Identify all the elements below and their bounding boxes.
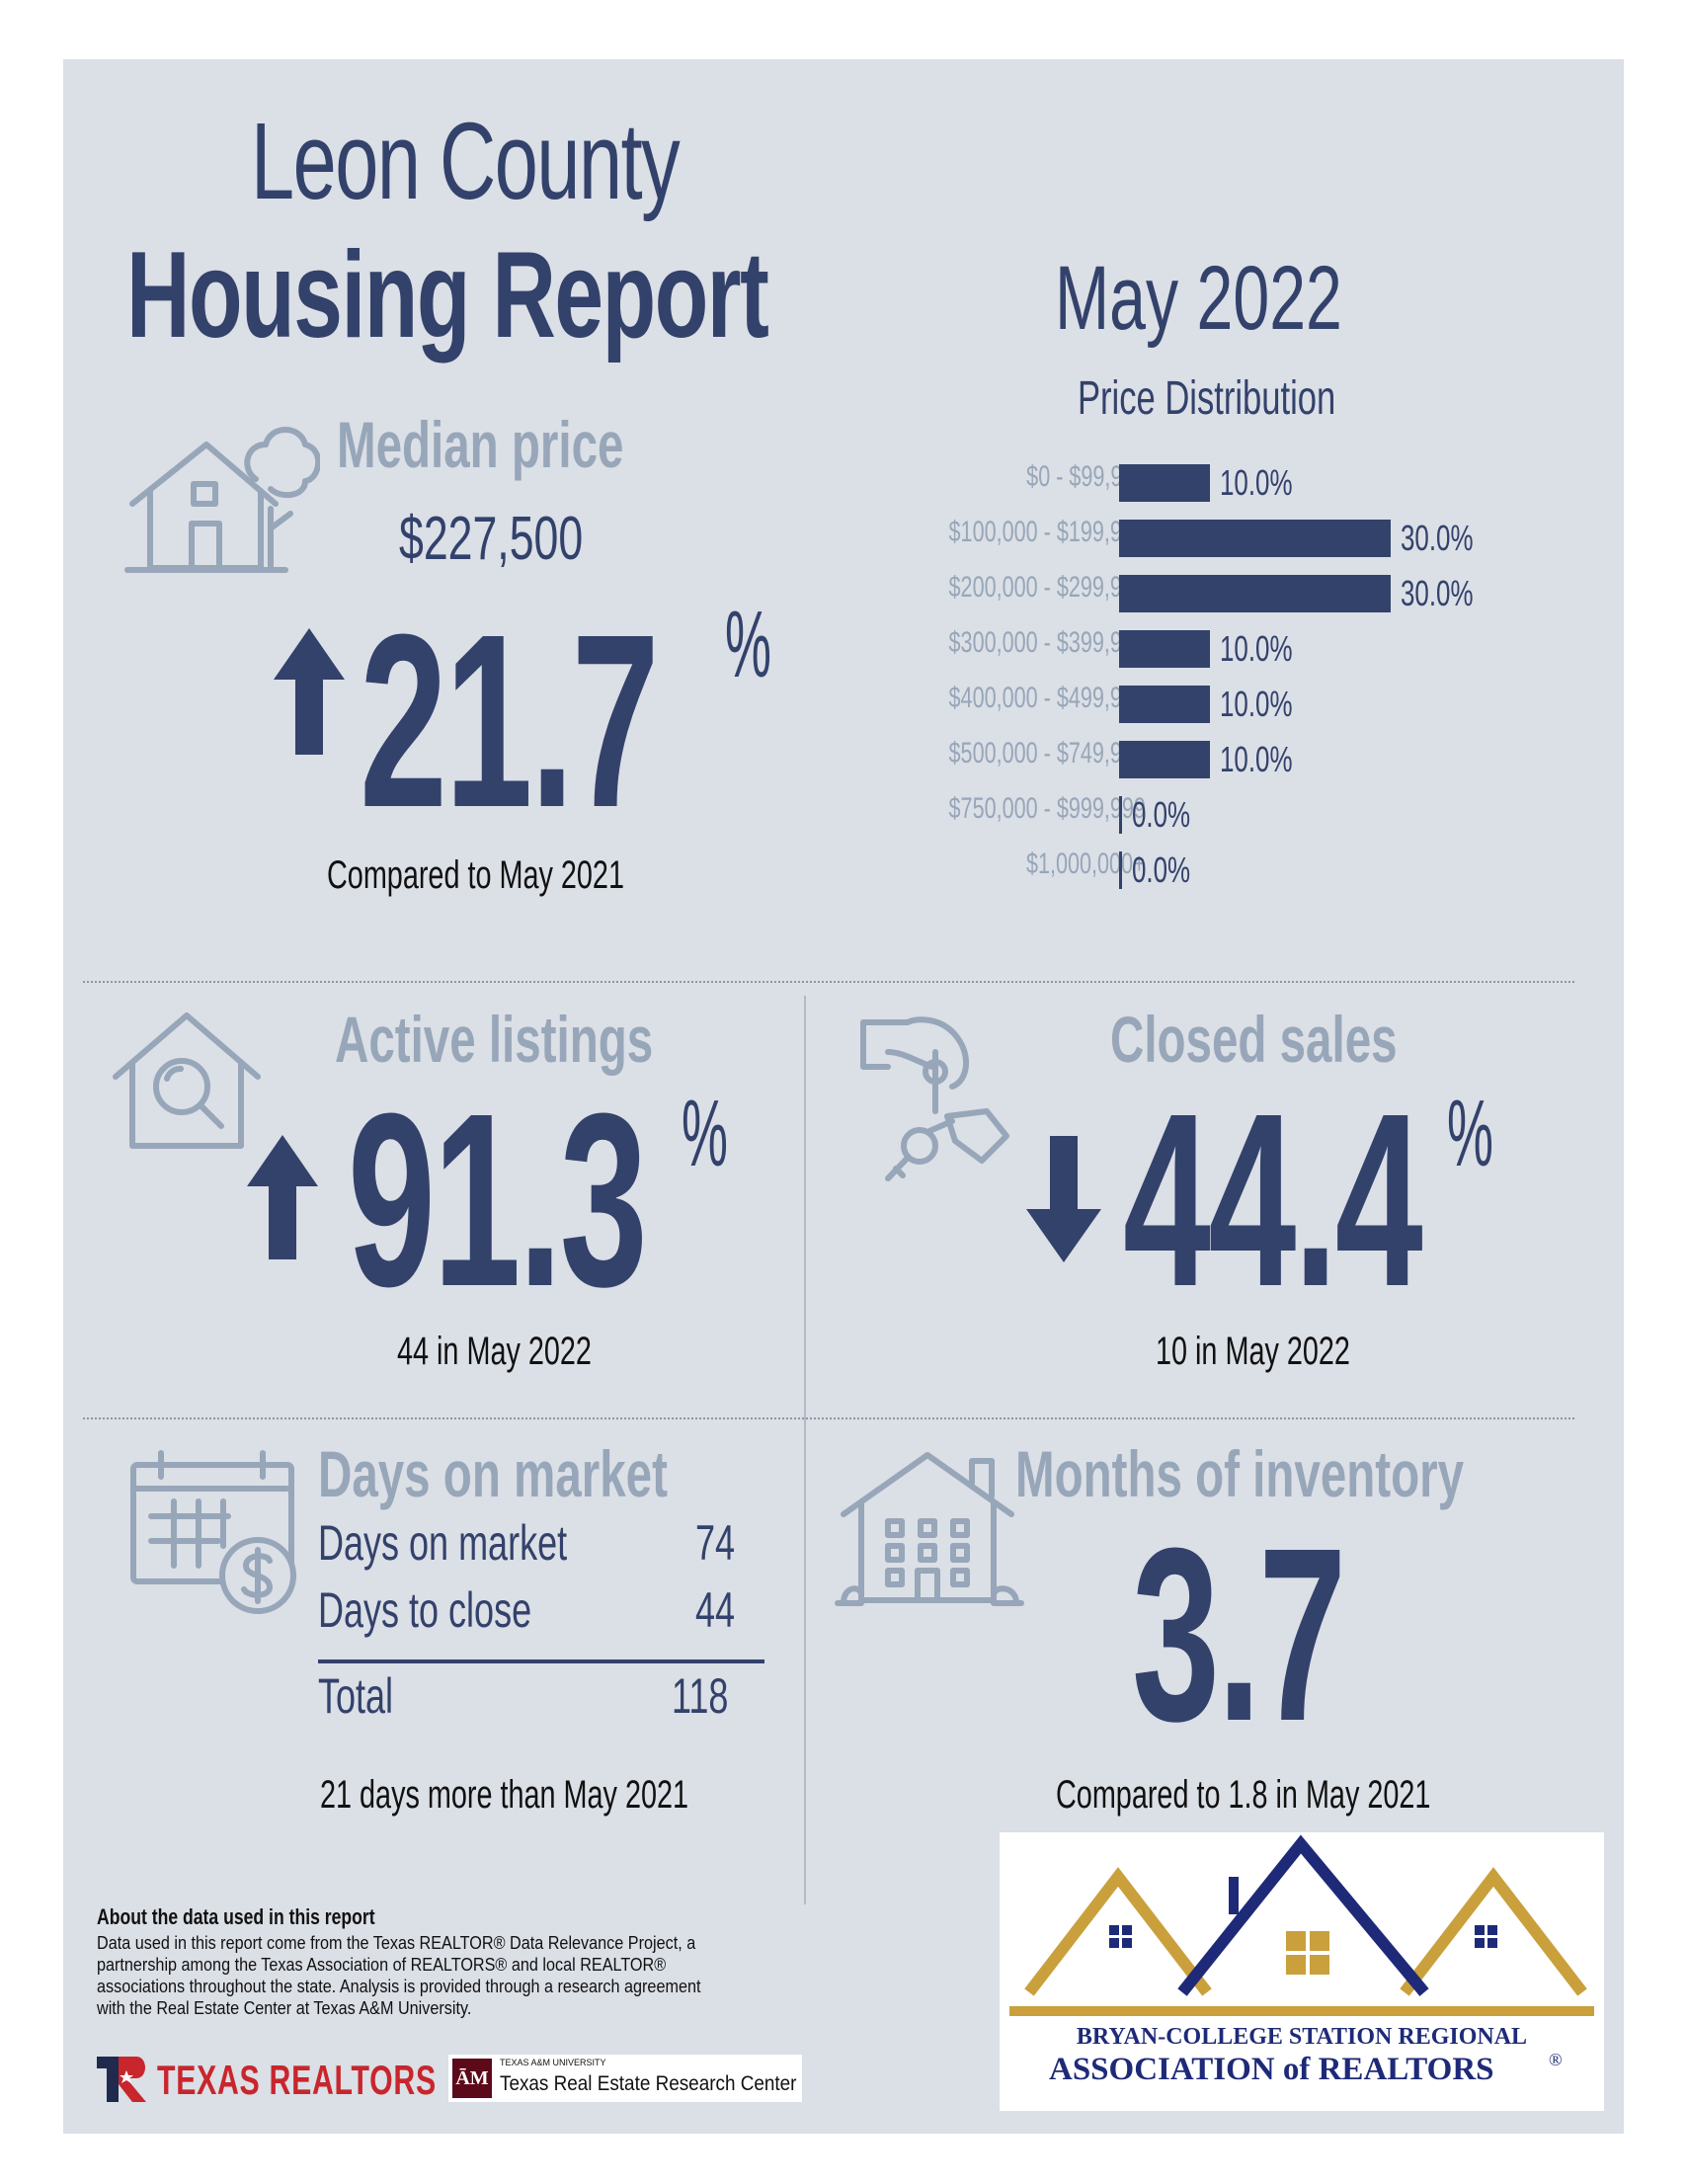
about-text: Data used in this report come from the T… [97,1933,701,2018]
price-bucket-value: 0.0% [1132,849,1191,890]
texas-realtors-logo-icon [97,2057,148,2102]
house-tree-icon [122,420,320,578]
dom-row-label: Days to close [318,1582,532,1638]
dom-row-label: Days on market [318,1515,568,1571]
houses-roof-icon [1009,1834,1594,2016]
price-bucket-value: 10.0% [1220,462,1293,503]
price-bucket-value: 30.0% [1401,573,1474,613]
tamu-university-label: TEXAS A&M UNIVERSITY [500,2058,606,2067]
dom-row-value: 44 [695,1582,736,1638]
association-line2: ASSOCIATION of REALTORS [1049,2052,1494,2087]
price-bucket-label: $200,000 - $299,999 [948,571,1146,604]
price-bucket-bar [1119,741,1210,778]
price-bucket-bar [1119,796,1122,834]
price-bucket-value: 30.0% [1401,518,1474,558]
tamu-mark-icon: ĀM [452,2059,492,2098]
registered-mark: ® [1549,2050,1563,2069]
dom-total-label: Total [318,1668,394,1724]
dom-row-value: 74 [695,1515,736,1571]
median-price-value: $227,500 [399,505,584,573]
price-bucket-bar [1119,520,1391,557]
price-bucket-bar [1119,686,1210,723]
report-month: May 2022 [1055,248,1342,349]
divider-2 [83,1417,1574,1419]
tamu-logo: ĀM TEXAS A&M UNIVERSITY Texas Real Estat… [448,2055,802,2102]
hand-keys-icon [858,1012,1036,1190]
report-panel: Leon County Housing Report May 2022 Medi… [63,59,1624,2134]
dom-total-rule [318,1659,764,1663]
about-title: About the data used in this report [97,1904,375,1929]
dom-total-value: 118 [672,1668,729,1724]
price-bucket-value: 10.0% [1220,739,1293,779]
calendar-dollar-icon [129,1447,307,1625]
closed-sales-caption: 10 in May 2022 [1156,1330,1350,1373]
price-distribution-heading: Price Distribution [1078,372,1336,425]
closed-sales-change: 44.4 [1123,1062,1423,1337]
median-price-caption: Compared to May 2021 [327,853,624,897]
up-arrow-icon [247,1135,318,1259]
closed-sales-pct-unit: % [1447,1081,1493,1186]
closed-sales-heading: Closed sales [1110,1003,1398,1076]
divider-1 [83,981,1574,983]
down-arrow-icon [1026,1136,1101,1262]
tamu-center-name: Texas Real Estate Research Center [500,2072,797,2095]
title-report: Housing Report [126,227,769,364]
association-line1: BRYAN-COLLEGE STATION REGIONAL [1076,2024,1528,2050]
texas-realtors-wordmark: TEXAS REALTORS [157,2057,437,2103]
price-bucket-label: $500,000 - $749,999 [948,737,1146,769]
price-bucket-bar [1119,630,1210,668]
price-bucket-label: $300,000 - $399,999 [948,626,1146,659]
price-bucket-value: 10.0% [1220,684,1293,724]
months-inventory-caption: Compared to 1.8 in May 2021 [1056,1773,1431,1817]
column-divider [804,996,806,1904]
price-bucket-label: $400,000 - $499,999 [948,682,1146,714]
price-bucket-label: $750,000 - $999,999 [948,792,1146,825]
title-county: Leon County [251,101,681,222]
days-on-market-heading: Days on market [318,1437,668,1510]
median-price-pct-unit: % [725,592,771,697]
price-bucket-value: 0.0% [1132,794,1191,835]
bcs-association-logo: BRYAN-COLLEGE STATION REGIONAL ASSOCIATI… [1000,1832,1604,2111]
up-arrow-icon [274,628,345,755]
median-price-heading: Median price [337,408,624,481]
months-inventory-heading: Months of inventory [1015,1437,1465,1510]
active-listings-heading: Active listings [335,1003,654,1076]
active-listings-change: 91.3 [348,1062,648,1337]
active-listings-caption: 44 in May 2022 [397,1330,592,1373]
house-search-icon [108,1008,266,1156]
price-bucket-value: 10.0% [1220,628,1293,669]
price-bucket-bar [1119,575,1391,612]
price-bucket-label: $100,000 - $199,999 [948,516,1146,548]
price-bucket-bar [1119,464,1210,502]
price-bucket-bar [1119,851,1122,889]
active-listings-pct-unit: % [682,1081,728,1186]
median-price-change: 21.7 [360,583,660,858]
price-bucket-label: $1,000,000+ [1026,848,1146,880]
months-inventory-value: 3.7 [1132,1496,1346,1772]
apartment-house-icon [834,1447,1031,1615]
days-on-market-caption: 21 days more than May 2021 [320,1773,689,1817]
